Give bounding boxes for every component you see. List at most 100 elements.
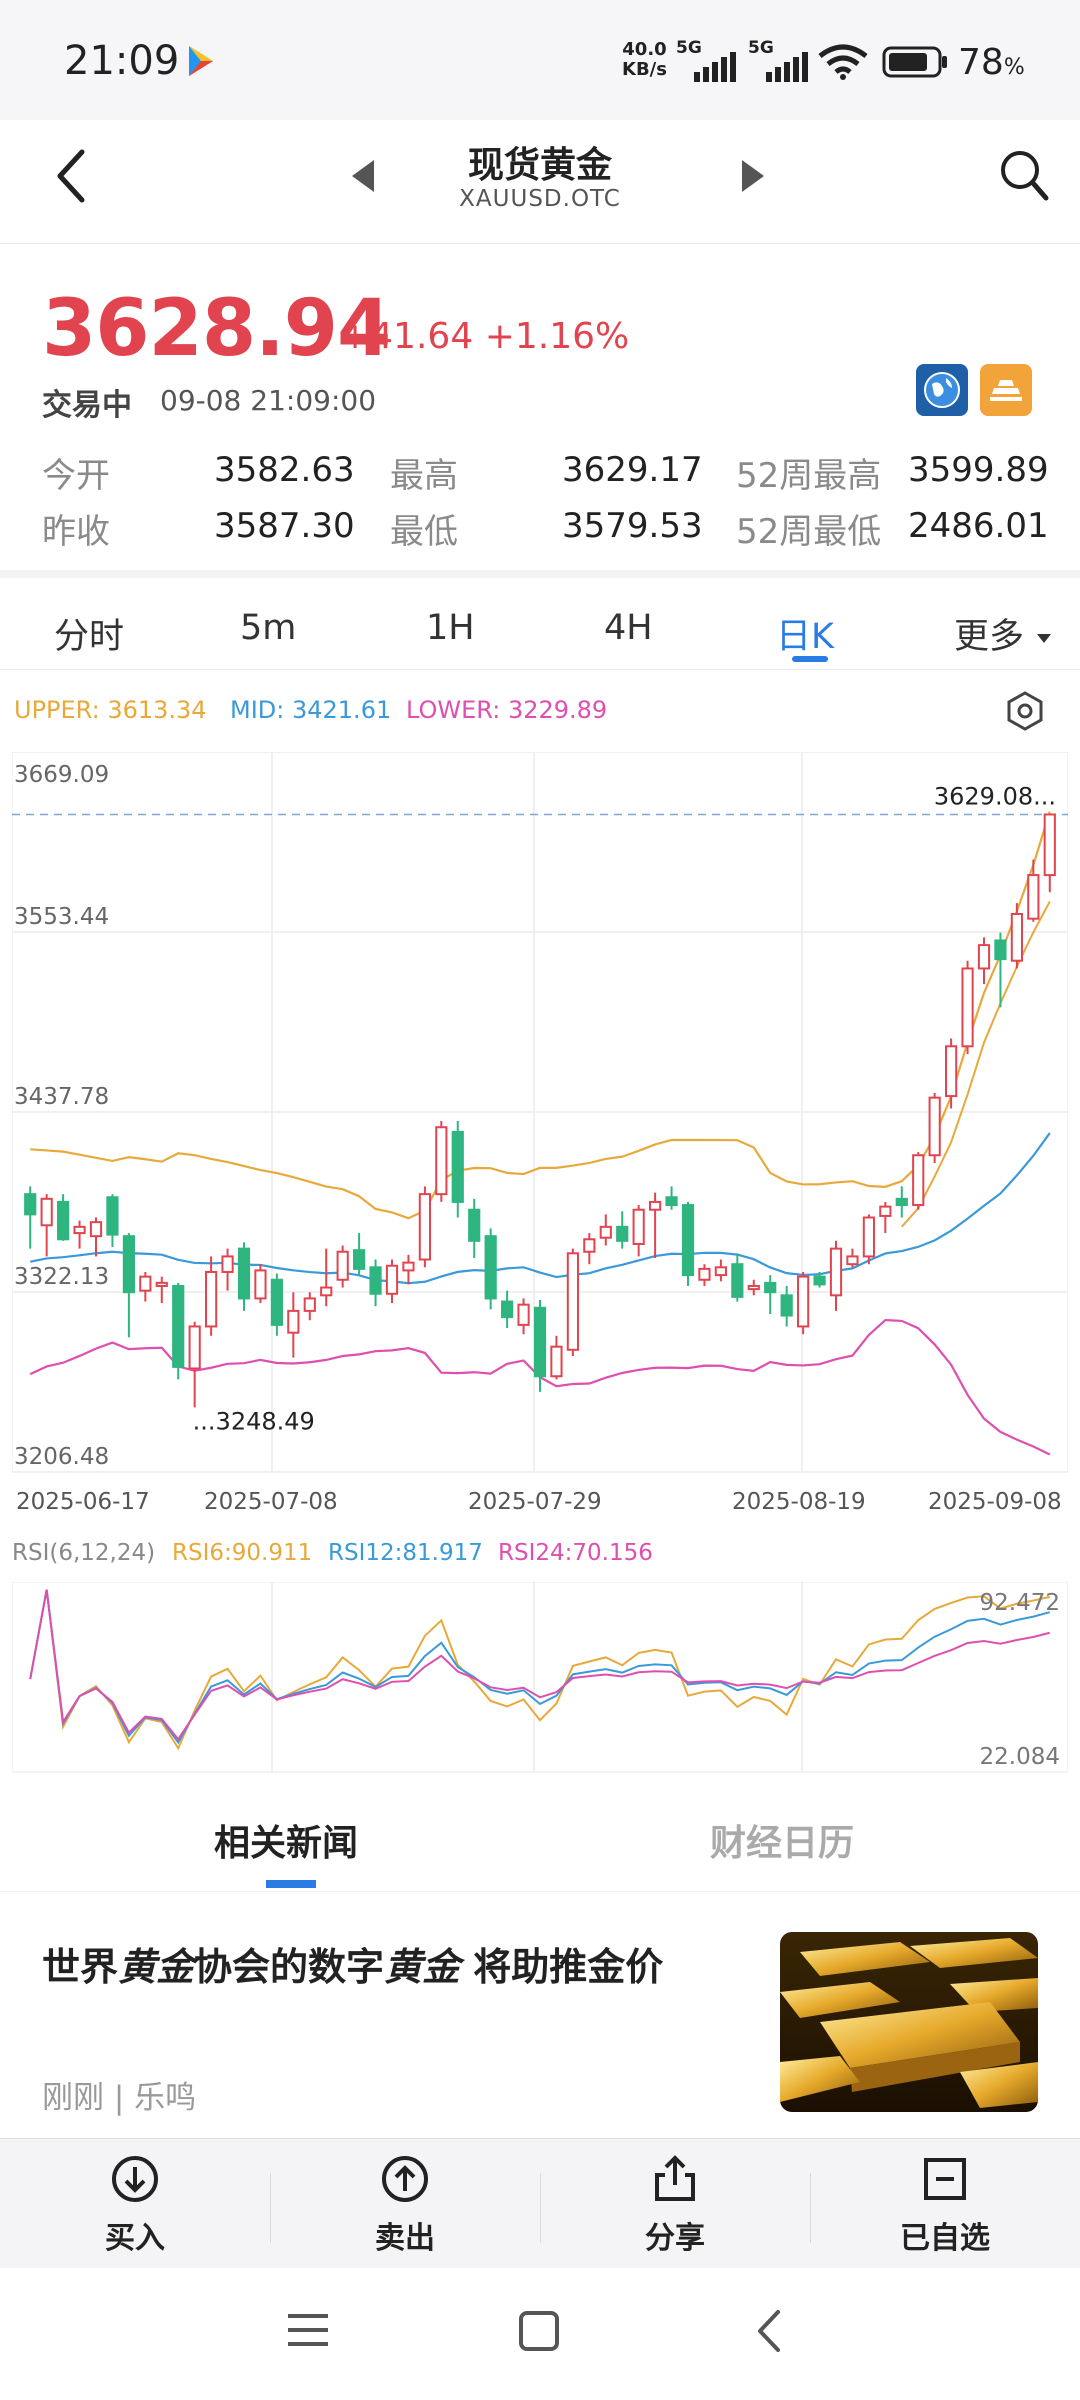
tab-more[interactable]: 更多 — [954, 608, 1053, 659]
candle-body — [237, 1247, 251, 1300]
y-tick-label: 3206.48 — [14, 1444, 109, 1470]
tab-1h[interactable]: 1H — [426, 608, 475, 648]
candle-body — [862, 1216, 875, 1258]
candle-body — [451, 1130, 464, 1203]
y-tick-label: 3322.13 — [14, 1264, 109, 1290]
candle-body — [139, 1275, 152, 1292]
stat-label: 最高 — [390, 456, 458, 496]
candle-body — [501, 1300, 514, 1319]
battery-value: 78 — [958, 42, 1004, 83]
candle-body — [813, 1275, 826, 1286]
candle-body — [336, 1250, 349, 1281]
candle-body — [385, 1264, 399, 1295]
candle-body — [221, 1255, 234, 1273]
rsi-svg: 92.472 22.084 — [12, 1582, 1068, 1773]
play-store-icon — [186, 44, 216, 78]
status-time: 21:09 — [64, 38, 180, 84]
headline-keyword: 黄金 — [118, 1945, 195, 1989]
stat-value: 3629.17 — [562, 450, 703, 490]
tab-timeshare[interactable]: 分时 — [54, 617, 125, 657]
settings-icon[interactable] — [1004, 690, 1046, 736]
trading-state: 交易中 — [42, 388, 132, 423]
tab-4h[interactable]: 4H — [604, 608, 653, 648]
candle-body — [402, 1261, 415, 1272]
candle-body — [484, 1235, 497, 1300]
rsi-panel: RSI(6,12,24) RSI6:90.911 RSI12:81.917 RS… — [0, 1522, 1080, 1778]
candle-body — [369, 1266, 382, 1295]
candle-body — [435, 1126, 448, 1196]
rsi-max-label: 92.472 — [980, 1590, 1060, 1616]
signal-type: 5G — [676, 38, 702, 58]
stat-label: 52周最高 — [736, 456, 882, 496]
tab-related-news[interactable]: 相关新闻 — [214, 1823, 359, 1864]
sell-label: 卖出 — [375, 2221, 435, 2256]
candle-body — [879, 1205, 892, 1217]
prev-icon[interactable] — [348, 156, 378, 200]
ma-line — [901, 901, 1051, 1228]
kline-candles — [24, 813, 1056, 1408]
rsi12-value: RSI12:81.917 — [328, 1540, 483, 1566]
tab-calendar[interactable]: 财经日历 — [710, 1823, 855, 1864]
share-button[interactable]: 分享 — [540, 2153, 810, 2257]
candle-body — [24, 1193, 37, 1216]
y-tick-label: 3669.09 — [14, 762, 109, 788]
candle-body — [698, 1267, 711, 1281]
stat-value: 2486.01 — [908, 506, 1049, 546]
candle-body — [172, 1284, 185, 1368]
candle-body — [632, 1208, 645, 1245]
net-speed-unit: KB/s — [622, 59, 667, 80]
kline-chart[interactable]: 3669.09 3553.44 3437.78 3322.13 3206.48 3629.… — [11, 751, 1069, 1522]
battery-percent: 78% — [958, 42, 1025, 83]
news-meta: 刚刚 | 乐鸣 — [42, 2080, 197, 2116]
tab-daily[interactable]: 日K — [776, 617, 834, 657]
candle-body — [566, 1252, 579, 1351]
gold-bar-icon[interactable] — [980, 364, 1032, 416]
boll-lower: LOWER: 3229.89 — [406, 696, 608, 724]
candle-body — [780, 1294, 793, 1317]
x-tick-label: 2025-07-08 — [204, 1489, 338, 1515]
rsi12-line — [29, 1589, 1051, 1745]
status-bar: 21:09 40.0 KB/s 5G 5G 78% — [0, 0, 1080, 120]
candle-body — [829, 1247, 843, 1297]
candle-body — [912, 1154, 925, 1207]
quote-panel: 3628.94 +41.64 +1.16% 交易中 09-08 21:09:00… — [0, 244, 1080, 570]
headline-text: 协会的数字 — [194, 1945, 385, 1989]
kline-svg: 3669.09 3553.44 3437.78 3322.13 3206.48 3629.… — [11, 751, 1069, 1515]
tab-5m[interactable]: 5m — [240, 608, 297, 648]
x-tick-label: 2025-09-08 — [928, 1489, 1062, 1515]
battery-unit: % — [1003, 55, 1025, 80]
candle-body — [89, 1221, 103, 1238]
stat-label: 昨收 — [42, 512, 110, 552]
menu-icon[interactable] — [286, 2310, 330, 2354]
share-label: 分享 — [645, 2221, 705, 2256]
buy-label: 买入 — [105, 2221, 165, 2256]
net-speed-value: 40.0 — [622, 39, 667, 60]
home-icon[interactable] — [518, 2310, 560, 2356]
candle-body — [550, 1345, 563, 1378]
globe-icon[interactable] — [916, 364, 968, 416]
divider — [810, 2173, 811, 2243]
low-mark-label: ...3248.49 — [193, 1407, 315, 1435]
watchlist-button[interactable]: 已自选 — [810, 2153, 1080, 2257]
stat-value: 3582.63 — [214, 450, 355, 490]
candle-body — [1010, 913, 1023, 962]
boll-mid: MID: 3421.61 — [230, 696, 392, 724]
news-item[interactable]: 世界黄金协会的数字黄金 将助推金价 刚刚 | 乐鸣 — [0, 1892, 1080, 2136]
candle-body — [977, 944, 991, 970]
candle-body — [418, 1193, 431, 1261]
back-icon[interactable] — [52, 146, 92, 210]
system-back-icon[interactable] — [752, 2308, 786, 2358]
network-speed: 40.0 KB/s — [622, 40, 667, 80]
rsi-lines — [29, 1589, 1051, 1751]
x-tick-label: 2025-06-17 — [16, 1489, 150, 1515]
candle-body — [320, 1286, 333, 1297]
candle-body — [583, 1238, 596, 1253]
candle-body — [106, 1196, 119, 1236]
candle-body — [122, 1235, 135, 1294]
buy-button[interactable]: 买入 — [0, 2153, 270, 2257]
sell-button[interactable]: 卖出 — [270, 2153, 540, 2257]
search-icon[interactable] — [998, 148, 1050, 208]
rsi6-line — [29, 1589, 1050, 1751]
stat-label: 52周最低 — [736, 512, 882, 552]
next-icon[interactable] — [738, 156, 768, 200]
